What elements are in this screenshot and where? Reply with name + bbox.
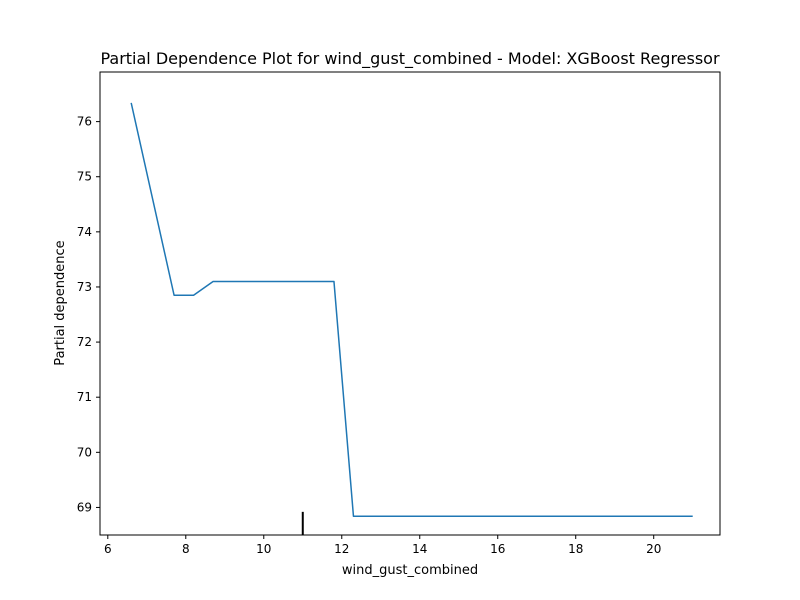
plot-area xyxy=(100,72,720,535)
x-tick-label: 14 xyxy=(412,542,427,556)
x-tick-label: 20 xyxy=(646,542,661,556)
x-axis-label: wind_gust_combined xyxy=(342,563,478,578)
x-tick-label: 6 xyxy=(104,542,112,556)
y-tick-label: 75 xyxy=(77,170,92,184)
x-tick-label: 8 xyxy=(182,542,190,556)
y-tick-label: 72 xyxy=(77,335,92,349)
y-tick-label: 71 xyxy=(77,390,92,404)
y-tick-label: 73 xyxy=(77,280,92,294)
axis-ticks: 6 8 10 12 14 16 18 20 69 70 71 72 73 74 75 76 xyxy=(77,115,662,556)
data-layer xyxy=(130,102,693,535)
y-axis-label: Partial dependence xyxy=(53,240,68,365)
y-tick-label: 74 xyxy=(77,225,92,239)
y-tick-label: 69 xyxy=(77,500,92,514)
y-tick-label: 70 xyxy=(77,445,92,459)
x-tick-label: 12 xyxy=(334,542,349,556)
axes-frame xyxy=(99,71,721,536)
y-tick-label: 76 xyxy=(77,115,92,129)
x-tick-label: 10 xyxy=(256,542,271,556)
pd-series-line xyxy=(130,102,693,518)
x-tick-label: 16 xyxy=(490,542,505,556)
chart-title: Partial Dependence Plot for wind_gust_co… xyxy=(100,49,720,69)
x-tick-label: 18 xyxy=(568,542,583,556)
